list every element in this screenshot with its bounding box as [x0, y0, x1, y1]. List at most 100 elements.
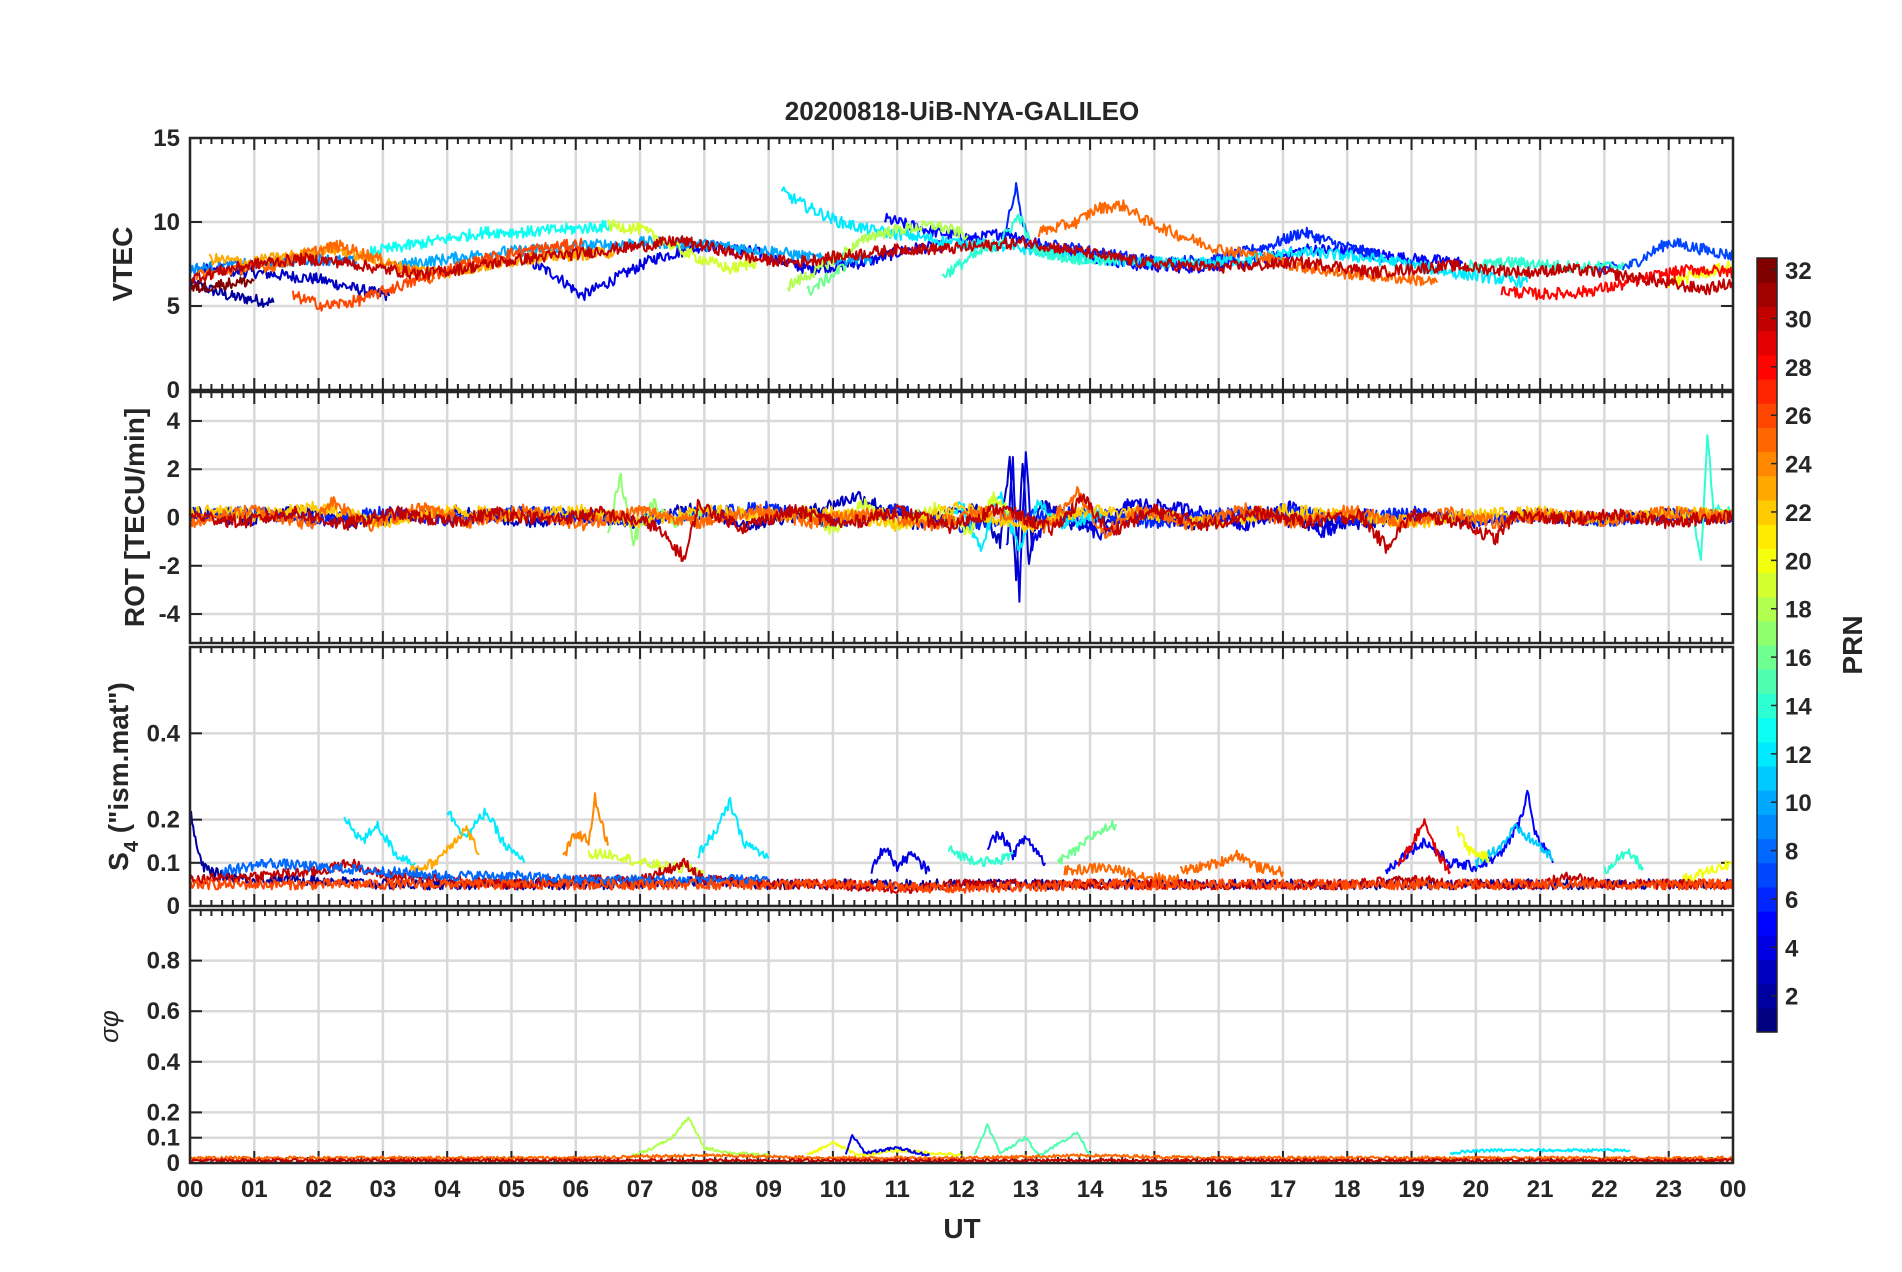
series-line-prn-18	[786, 220, 969, 292]
x-tick-label: 13	[1012, 1176, 1039, 1203]
series-line-prn-7	[1591, 237, 1733, 276]
panel-sigma_phi: 00.10.2 0.4 0.6 0.8 σφ	[94, 908, 1735, 1177]
axes-frame-rot	[188, 390, 1735, 645]
series-group-vtec	[190, 182, 1733, 312]
y-tick-label: 0.1	[147, 850, 180, 877]
x-tick-label: 06	[562, 1176, 589, 1203]
y-tick-label: 2	[167, 456, 180, 483]
x-tick-label: 11	[885, 1176, 910, 1203]
y-tick-label: 0.2	[147, 1099, 180, 1126]
colorbar-tick-label: 10	[1785, 790, 1812, 817]
x-tick-label: 01	[241, 1176, 268, 1203]
colorbar-tick-label: 32	[1785, 258, 1812, 285]
x-tick-label: 17	[1270, 1176, 1297, 1203]
colorbar-segment	[1757, 378, 1777, 404]
x-tick-label: 19	[1398, 1176, 1425, 1203]
x-tick-label: 14	[1077, 1176, 1104, 1203]
series-line-prn-13	[369, 219, 616, 258]
series-line-prn-12	[697, 796, 770, 860]
colorbar-segment	[1757, 935, 1777, 961]
colorbar-segment	[1757, 886, 1777, 912]
series-line-prn-25	[1179, 849, 1284, 878]
colorbar-tick-label: 30	[1785, 306, 1812, 333]
colorbar-segment	[1757, 282, 1777, 307]
x-tick-label: 18	[1334, 1176, 1361, 1203]
colorbar-segment	[1757, 475, 1777, 501]
y-tick-label: 5	[167, 293, 180, 320]
y-tick-label: 0.1	[147, 1125, 180, 1152]
colorbar-segment	[1757, 862, 1777, 888]
colorbar-segment	[1757, 1007, 1777, 1033]
series-line-prn-20	[1455, 825, 1490, 864]
colorbar-tick-label: 20	[1785, 548, 1812, 575]
series-line-prn-23	[408, 825, 480, 874]
colorbar-tick-label: 16	[1785, 645, 1812, 672]
colorbar-segment	[1757, 451, 1777, 477]
x-tick-label: 23	[1655, 1176, 1682, 1203]
series-line-prn-4	[986, 830, 1046, 867]
colorbar-segment	[1757, 258, 1777, 283]
series-line-prn-32	[190, 276, 255, 293]
series-line-prn-25	[1037, 199, 1439, 287]
colorbar-tick-label: 24	[1785, 452, 1812, 479]
x-tick-label: 10	[820, 1176, 847, 1203]
x-tick-label: 09	[755, 1176, 782, 1203]
series-line-prn-12	[446, 807, 526, 864]
y-tick-label: 0	[167, 893, 180, 920]
series-line-prn-19	[606, 219, 757, 275]
colorbar-segment	[1757, 911, 1777, 936]
series-line-prn-15	[973, 1123, 1092, 1158]
colorbar-segment	[1757, 306, 1777, 332]
y-tick-label: 0.6	[147, 998, 180, 1025]
x-tick-label: 05	[498, 1176, 525, 1203]
colorbar-tick-label: 2	[1785, 984, 1798, 1011]
colorbar-tick-label: 26	[1785, 403, 1812, 430]
series-group-rot	[190, 434, 1733, 603]
colorbar-segment	[1757, 620, 1777, 646]
axes-frame-s4	[188, 645, 1735, 908]
x-tick-label: 15	[1141, 1176, 1168, 1203]
y-axis-label-part: S	[103, 852, 134, 871]
colorbar-tick-label: 8	[1785, 839, 1798, 866]
x-tick-label: 08	[691, 1176, 718, 1203]
x-tick-label: 00	[1720, 1176, 1747, 1203]
series-line-prn-18	[627, 1116, 770, 1159]
panel-s4: 00.10.20.4S4 ("ism.mat")	[103, 645, 1735, 920]
series-line-prn-30	[190, 1158, 1733, 1163]
colorbar-tick-label: 22	[1785, 500, 1812, 527]
y-axis-label-sigma_phi: σφ	[94, 1010, 124, 1043]
colorbar-segment	[1757, 838, 1777, 864]
series-group-s4	[190, 789, 1733, 894]
y-axis-label-rot: ROT [TECU/min]	[119, 408, 150, 627]
colorbar-segment	[1757, 354, 1777, 380]
y-tick-label: 4	[167, 408, 181, 435]
series-line-prn-14	[1468, 256, 1625, 274]
colorbar-segment	[1757, 645, 1777, 670]
y-tick-label: 0	[167, 1150, 180, 1177]
x-tick-label: 02	[305, 1176, 332, 1203]
series-line-prn-24	[562, 792, 609, 857]
series-line-prn-29	[1397, 818, 1451, 875]
y-tick-label: 15	[153, 125, 180, 152]
y-tick-label: 0.2	[147, 807, 180, 834]
x-axis-label: UT	[943, 1213, 980, 1244]
colorbar-segment	[1757, 669, 1777, 694]
colorbar-frame	[1756, 257, 1778, 1033]
series-line-prn-16	[806, 263, 847, 296]
x-tick-label: 07	[627, 1176, 654, 1203]
axes-frame-vtec	[188, 136, 1735, 392]
series-line-prn-5	[1384, 789, 1554, 875]
colorbar-label: PRN	[1837, 615, 1868, 674]
series-line-prn-12	[343, 816, 416, 867]
x-tick-label: 04	[434, 1176, 461, 1203]
series-line-prn-11	[1474, 823, 1554, 869]
colorbar-segment	[1757, 741, 1777, 767]
y-axis-label-part: ("ism.mat")	[103, 682, 134, 841]
series-line-prn-28	[1500, 264, 1733, 301]
x-tick-label: 20	[1462, 1176, 1489, 1203]
x-tick-label: 12	[948, 1176, 975, 1203]
axes-frame-sigma_phi	[188, 908, 1735, 1165]
colorbar-tick-label: 12	[1785, 742, 1812, 769]
